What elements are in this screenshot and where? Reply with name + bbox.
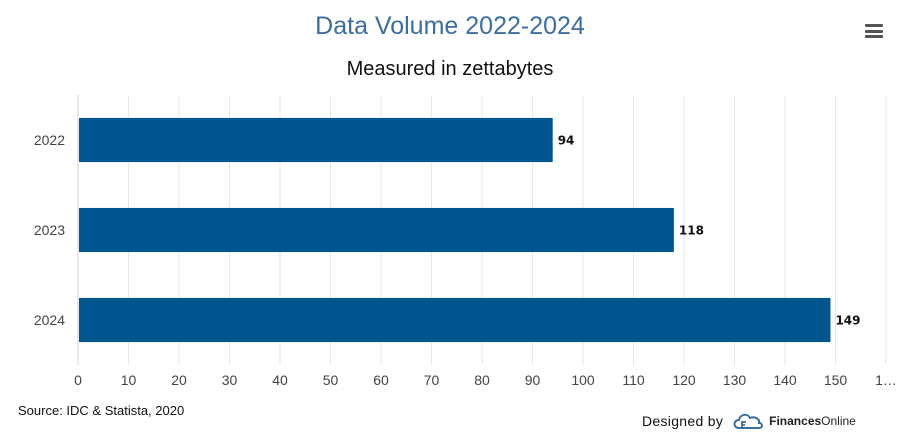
y-tick-label: 2022	[34, 132, 65, 148]
data-label: 94	[558, 134, 575, 148]
x-tick-label: 50	[323, 372, 339, 388]
designed-by-credit[interactable]: Designed by FinancesOnline	[642, 410, 856, 432]
x-tick-label: 120	[672, 372, 696, 388]
x-tick-label: 110	[622, 372, 645, 388]
chart-subtitle: Measured in zettabytes	[346, 58, 554, 80]
bar[interactable]	[79, 297, 831, 343]
x-tick-label: 130	[723, 372, 747, 388]
hamburger-menu-icon[interactable]	[865, 24, 883, 38]
x-axis-labels: 0 10 20 30 40 50 60 70 80 90 100 110 120 130 140 150 1…	[74, 372, 897, 388]
brand-name-light: Online	[821, 414, 856, 428]
x-tick-label: 70	[424, 372, 440, 388]
x-tick-label: 90	[525, 372, 541, 388]
data-label: 118	[679, 224, 704, 238]
data-label: 149	[835, 314, 860, 328]
brand-name: FinancesOnline	[769, 414, 856, 428]
y-axis-labels: 2022 2023 2024	[34, 132, 65, 328]
source-note: Source: IDC & Statista, 2020	[18, 403, 185, 418]
x-tick-label: 30	[222, 372, 238, 388]
bar-chart: 2022 2023 2024 0 10 20 30 40 50 60 70 80 90 100 110 12…	[34, 95, 897, 388]
x-tick-label: 10	[121, 372, 137, 388]
x-tick-label: 140	[773, 372, 797, 388]
brand-name-bold: Finances	[769, 414, 822, 428]
y-tick-label: 2024	[34, 312, 65, 328]
x-tick-label: 60	[373, 372, 389, 388]
y-tick-label: 2023	[34, 222, 65, 238]
designed-by-label: Designed by	[642, 413, 724, 429]
bars	[79, 117, 831, 343]
data-labels: 94 118 149	[558, 134, 861, 328]
x-tick-label: 150	[824, 372, 848, 388]
finances-online-logo-icon	[733, 413, 764, 429]
x-tick-label: 80	[474, 372, 490, 388]
bar[interactable]	[79, 207, 674, 253]
x-tick-label: 100	[571, 372, 595, 388]
bar[interactable]	[79, 117, 553, 163]
x-tick-label: 1…	[875, 372, 897, 388]
x-tick-label: 20	[171, 372, 187, 388]
x-tick-label: 40	[272, 372, 288, 388]
x-tick-label: 0	[74, 372, 82, 388]
chart-title: Data Volume 2022-2024	[315, 12, 585, 40]
